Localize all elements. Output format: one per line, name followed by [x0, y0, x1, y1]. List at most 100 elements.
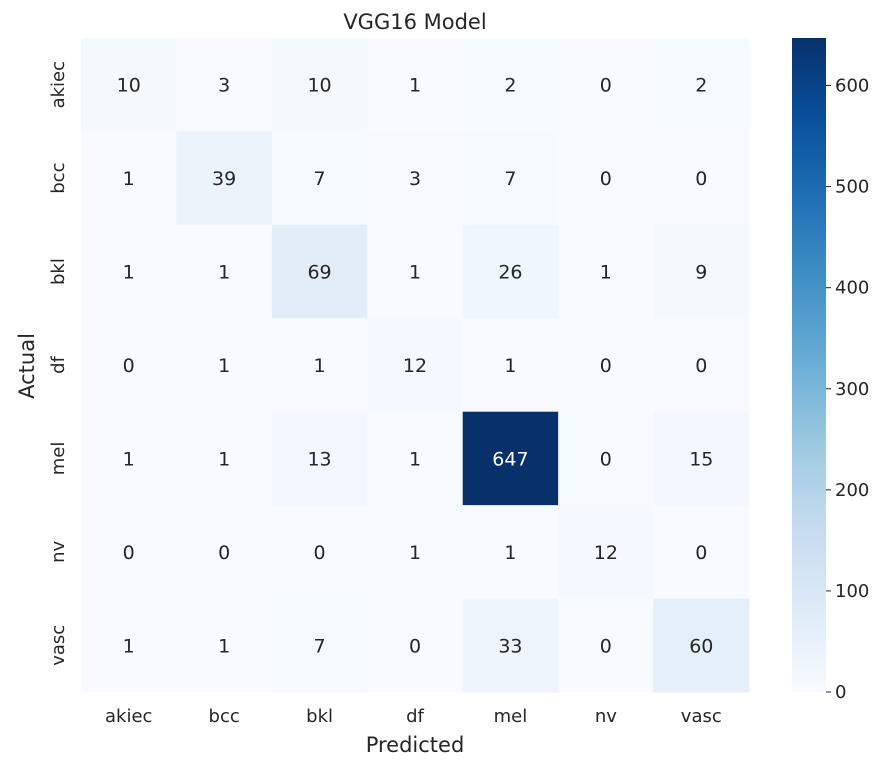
heatmap-cell	[81, 598, 177, 693]
cell-value-label: 1	[504, 355, 516, 377]
y-tick-label: bkl	[48, 258, 69, 285]
chart-title: VGG16 Model	[343, 10, 486, 34]
colorbar-tick-label: 600	[835, 76, 869, 97]
cell-value-label: 0	[600, 448, 612, 470]
heatmap-cell	[653, 598, 750, 693]
heatmap-cell	[653, 411, 750, 506]
heatmap-cell-labels: 10 3 10 1 2 0 21 39 7 3 7 0 01 1 69 1 26 1 90 1 1 12 1 0 01 1 13 1 6…	[117, 75, 714, 658]
heatmap-cell	[558, 224, 655, 319]
heatmap-cell	[462, 411, 559, 506]
heatmap-cell	[81, 38, 177, 132]
cell-value-label: 1	[409, 262, 421, 284]
heatmap-cell	[176, 318, 273, 413]
heatmap-cell	[81, 318, 177, 413]
cell-value-label: 0	[600, 355, 612, 377]
heatmap-cell	[653, 318, 750, 413]
y-tick-label: bcc	[48, 163, 69, 194]
heatmap-cell	[81, 224, 177, 319]
cell-value-label: 0	[314, 542, 326, 564]
x-tick-label: nv	[595, 706, 617, 727]
heatmap-cell	[367, 598, 464, 693]
cell-value-label: 1	[123, 448, 135, 470]
heatmap-cell	[462, 224, 559, 319]
cell-value-label: 60	[689, 635, 713, 657]
cell-value-label: 1	[218, 448, 230, 470]
cell-value-label: 0	[600, 75, 612, 97]
cell-value-label: 33	[498, 635, 522, 657]
cell-value-label: 9	[695, 262, 707, 284]
cell-value-label: 0	[695, 355, 707, 377]
heatmap-cell	[653, 224, 750, 319]
cell-value-label: 0	[600, 635, 612, 657]
cell-value-label: 1	[123, 168, 135, 190]
heatmap-cell	[271, 598, 368, 693]
heatmap-cell	[653, 505, 750, 600]
heatmap-cells	[81, 38, 750, 693]
cell-value-label: 1	[123, 635, 135, 657]
x-axis-label: Predicted	[366, 733, 465, 757]
y-tick-label: nv	[48, 540, 69, 562]
colorbar-tick-label: 400	[835, 278, 869, 299]
colorbar-tick-label: 200	[835, 480, 869, 501]
heatmap-cell	[81, 505, 177, 600]
cell-value-label: 12	[403, 355, 427, 377]
cell-value-label: 69	[307, 262, 331, 284]
heatmap-cell	[367, 411, 464, 506]
cell-value-label: 1	[504, 542, 516, 564]
heatmap-cell	[81, 131, 177, 226]
heatmap-cell	[558, 38, 655, 132]
colorbar-tick-label: 0	[835, 682, 846, 703]
x-tick-label: akiec	[105, 706, 152, 727]
cell-value-label: 1	[314, 355, 326, 377]
heatmap-cell	[176, 131, 273, 226]
cell-value-label: 12	[594, 542, 618, 564]
heatmap-cell	[81, 411, 177, 506]
cell-value-label: 10	[117, 75, 141, 97]
heatmap-cell	[558, 505, 655, 600]
y-tick-label: df	[48, 355, 69, 373]
heatmap-cell	[271, 505, 368, 600]
heatmap-cell	[653, 131, 750, 226]
cell-value-label: 15	[689, 448, 713, 470]
cell-value-label: 0	[695, 168, 707, 190]
heatmap-cell	[271, 411, 368, 506]
heatmap-cell	[176, 505, 273, 600]
y-axis-label: Actual	[15, 333, 39, 399]
heatmap-cell	[462, 318, 559, 413]
cell-value-label: 7	[504, 168, 516, 190]
y-axis-ticks: akiec bcc bkl df mel nv vasc	[48, 61, 69, 666]
heatmap-cell	[367, 318, 464, 413]
heatmap-cell	[367, 131, 464, 226]
heatmap-cell	[558, 598, 655, 693]
cell-value-label: 0	[695, 542, 707, 564]
cell-value-label: 1	[409, 75, 421, 97]
cell-value-label: 1	[409, 448, 421, 470]
y-tick-label: mel	[48, 442, 69, 476]
heatmap-cell	[176, 38, 273, 132]
colorbar-tick-label: 500	[835, 177, 869, 198]
cell-value-label: 2	[504, 75, 516, 97]
cell-value-label: 3	[218, 75, 230, 97]
cell-value-label: 0	[409, 635, 421, 657]
cell-value-label: 1	[600, 262, 612, 284]
colorbar-ticks: 0 100 200 300 400 500 600	[826, 76, 869, 703]
x-tick-label: df	[406, 706, 424, 727]
cell-value-label: 26	[498, 262, 522, 284]
heatmap-cell	[271, 131, 368, 226]
cell-value-label: 3	[409, 168, 421, 190]
x-axis-ticks: akiec bcc bkl df mel nv vasc	[105, 706, 722, 727]
x-tick-label: bkl	[306, 706, 333, 727]
heatmap-cell	[367, 38, 464, 132]
cell-value-label: 0	[123, 542, 135, 564]
cell-value-label: 13	[307, 448, 331, 470]
heatmap-cell	[367, 224, 464, 319]
heatmap-cell	[271, 224, 368, 319]
cell-value-label: 0	[218, 542, 230, 564]
heatmap-cell	[653, 38, 750, 132]
cell-value-label: 10	[307, 75, 331, 97]
heatmap-cell	[558, 411, 655, 506]
x-tick-label: mel	[494, 706, 528, 727]
y-tick-label: vasc	[48, 625, 69, 666]
cell-value-label: 1	[218, 262, 230, 284]
colorbar-tick-label: 300	[835, 379, 869, 400]
